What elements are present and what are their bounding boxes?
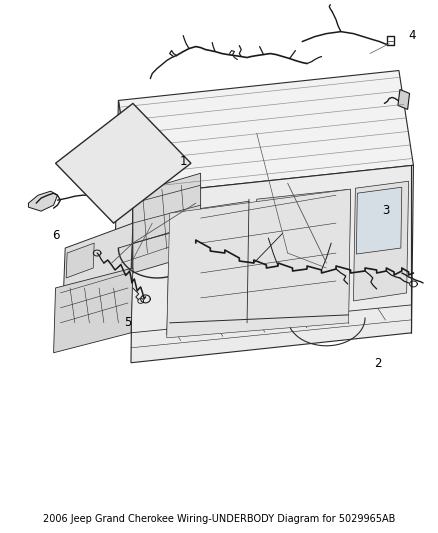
Text: 3: 3: [383, 204, 390, 217]
Text: 6: 6: [52, 229, 60, 242]
Polygon shape: [53, 268, 133, 353]
Polygon shape: [28, 191, 57, 211]
Text: 2: 2: [374, 357, 381, 370]
Polygon shape: [353, 181, 409, 301]
Text: 5: 5: [124, 316, 131, 329]
Polygon shape: [118, 70, 413, 195]
Text: 1: 1: [179, 155, 187, 168]
Polygon shape: [167, 189, 350, 338]
Polygon shape: [66, 243, 94, 278]
Polygon shape: [167, 201, 249, 335]
Polygon shape: [131, 165, 413, 363]
Polygon shape: [56, 103, 191, 223]
Polygon shape: [116, 100, 133, 323]
Text: 4: 4: [408, 29, 416, 42]
Polygon shape: [357, 187, 402, 254]
Polygon shape: [254, 189, 350, 323]
Text: 2006 Jeep Grand Cherokee Wiring-UNDERBODY Diagram for 5029965AB: 2006 Jeep Grand Cherokee Wiring-UNDERBOD…: [43, 514, 395, 524]
Polygon shape: [133, 173, 201, 273]
Polygon shape: [63, 223, 133, 298]
Polygon shape: [398, 90, 410, 109]
